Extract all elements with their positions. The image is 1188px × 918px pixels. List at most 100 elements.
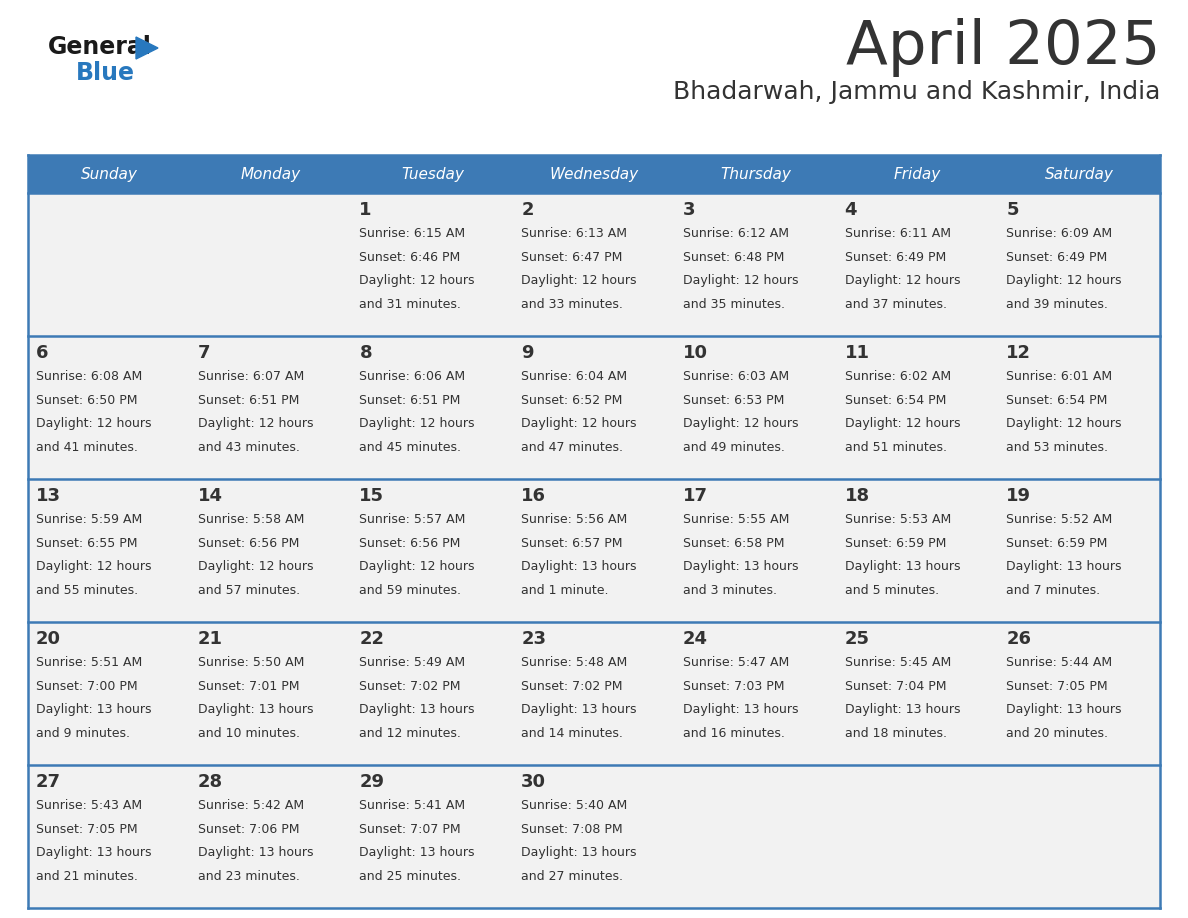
Bar — [836, 193, 998, 336]
Text: and 12 minutes.: and 12 minutes. — [360, 727, 461, 740]
Text: Sunset: 6:51 PM: Sunset: 6:51 PM — [197, 394, 299, 407]
Bar — [836, 155, 998, 193]
Text: Daylight: 13 hours: Daylight: 13 hours — [36, 846, 152, 859]
Text: Sunrise: 5:55 AM: Sunrise: 5:55 AM — [683, 513, 789, 526]
Text: Daylight: 13 hours: Daylight: 13 hours — [845, 560, 960, 573]
Text: Daylight: 12 hours: Daylight: 12 hours — [360, 560, 475, 573]
Text: 17: 17 — [683, 487, 708, 505]
Text: 25: 25 — [845, 630, 870, 648]
Text: Sunrise: 6:09 AM: Sunrise: 6:09 AM — [1006, 227, 1112, 240]
Text: Friday: Friday — [893, 166, 941, 182]
Text: 8: 8 — [360, 344, 372, 362]
Bar — [998, 622, 1159, 765]
Text: Daylight: 12 hours: Daylight: 12 hours — [36, 560, 152, 573]
Text: Daylight: 13 hours: Daylight: 13 hours — [683, 560, 798, 573]
Text: and 1 minute.: and 1 minute. — [522, 584, 608, 597]
Text: Daylight: 12 hours: Daylight: 12 hours — [197, 417, 314, 431]
Bar — [513, 336, 675, 479]
Bar — [190, 622, 352, 765]
Text: and 7 minutes.: and 7 minutes. — [1006, 584, 1100, 597]
Bar — [29, 765, 190, 908]
Text: Sunrise: 5:50 AM: Sunrise: 5:50 AM — [197, 656, 304, 669]
Text: Daylight: 12 hours: Daylight: 12 hours — [360, 274, 475, 287]
Bar — [675, 155, 836, 193]
Text: Daylight: 13 hours: Daylight: 13 hours — [845, 703, 960, 716]
Text: Daylight: 13 hours: Daylight: 13 hours — [683, 703, 798, 716]
Bar — [513, 479, 675, 622]
Text: and 31 minutes.: and 31 minutes. — [360, 297, 461, 310]
Text: Sunrise: 5:58 AM: Sunrise: 5:58 AM — [197, 513, 304, 526]
Bar — [352, 193, 513, 336]
Text: Sunrise: 5:40 AM: Sunrise: 5:40 AM — [522, 799, 627, 812]
Text: and 35 minutes.: and 35 minutes. — [683, 297, 785, 310]
Text: Daylight: 12 hours: Daylight: 12 hours — [197, 560, 314, 573]
Text: Sunset: 6:51 PM: Sunset: 6:51 PM — [360, 394, 461, 407]
Text: 5: 5 — [1006, 201, 1019, 219]
Text: and 39 minutes.: and 39 minutes. — [1006, 297, 1108, 310]
Bar — [998, 765, 1159, 908]
Text: 24: 24 — [683, 630, 708, 648]
Text: Sunset: 6:53 PM: Sunset: 6:53 PM — [683, 394, 784, 407]
Text: 6: 6 — [36, 344, 49, 362]
Text: Sunrise: 6:15 AM: Sunrise: 6:15 AM — [360, 227, 466, 240]
Text: Sunset: 6:47 PM: Sunset: 6:47 PM — [522, 251, 623, 263]
Text: Daylight: 13 hours: Daylight: 13 hours — [197, 703, 314, 716]
Text: 29: 29 — [360, 773, 385, 791]
Polygon shape — [135, 37, 158, 59]
Text: and 41 minutes.: and 41 minutes. — [36, 441, 138, 453]
Text: 16: 16 — [522, 487, 546, 505]
Text: Wednesday: Wednesday — [549, 166, 639, 182]
Text: 26: 26 — [1006, 630, 1031, 648]
Text: Sunset: 7:03 PM: Sunset: 7:03 PM — [683, 679, 784, 692]
Bar — [998, 336, 1159, 479]
Text: Sunset: 6:46 PM: Sunset: 6:46 PM — [360, 251, 461, 263]
Text: Sunset: 7:05 PM: Sunset: 7:05 PM — [36, 823, 138, 835]
Text: Sunset: 7:07 PM: Sunset: 7:07 PM — [360, 823, 461, 835]
Bar — [513, 193, 675, 336]
Text: Sunrise: 6:06 AM: Sunrise: 6:06 AM — [360, 370, 466, 383]
Text: Sunrise: 6:12 AM: Sunrise: 6:12 AM — [683, 227, 789, 240]
Bar — [190, 155, 352, 193]
Text: and 57 minutes.: and 57 minutes. — [197, 584, 299, 597]
Bar — [190, 479, 352, 622]
Text: Sunset: 7:08 PM: Sunset: 7:08 PM — [522, 823, 623, 835]
Text: Daylight: 12 hours: Daylight: 12 hours — [845, 274, 960, 287]
Bar — [675, 193, 836, 336]
Text: Sunrise: 5:59 AM: Sunrise: 5:59 AM — [36, 513, 143, 526]
Text: Sunset: 6:49 PM: Sunset: 6:49 PM — [1006, 251, 1107, 263]
Bar — [675, 765, 836, 908]
Text: Daylight: 13 hours: Daylight: 13 hours — [522, 846, 637, 859]
Text: Daylight: 13 hours: Daylight: 13 hours — [1006, 703, 1121, 716]
Text: and 23 minutes.: and 23 minutes. — [197, 869, 299, 883]
Text: and 43 minutes.: and 43 minutes. — [197, 441, 299, 453]
Text: 23: 23 — [522, 630, 546, 648]
Text: Sunrise: 5:44 AM: Sunrise: 5:44 AM — [1006, 656, 1112, 669]
Text: Sunset: 6:52 PM: Sunset: 6:52 PM — [522, 394, 623, 407]
Text: Monday: Monday — [240, 166, 301, 182]
Text: Sunrise: 5:52 AM: Sunrise: 5:52 AM — [1006, 513, 1112, 526]
Text: Sunrise: 5:41 AM: Sunrise: 5:41 AM — [360, 799, 466, 812]
Text: Sunrise: 5:49 AM: Sunrise: 5:49 AM — [360, 656, 466, 669]
Text: and 27 minutes.: and 27 minutes. — [522, 869, 624, 883]
Text: Bhadarwah, Jammu and Kashmir, India: Bhadarwah, Jammu and Kashmir, India — [672, 80, 1159, 104]
Text: Sunset: 6:56 PM: Sunset: 6:56 PM — [360, 537, 461, 550]
Text: Sunrise: 5:48 AM: Sunrise: 5:48 AM — [522, 656, 627, 669]
Text: Sunset: 7:02 PM: Sunset: 7:02 PM — [360, 679, 461, 692]
Text: Sunset: 6:50 PM: Sunset: 6:50 PM — [36, 394, 138, 407]
Text: Daylight: 12 hours: Daylight: 12 hours — [522, 274, 637, 287]
Bar — [675, 622, 836, 765]
Text: 11: 11 — [845, 344, 870, 362]
Text: Daylight: 12 hours: Daylight: 12 hours — [683, 417, 798, 431]
Text: 12: 12 — [1006, 344, 1031, 362]
Text: Daylight: 13 hours: Daylight: 13 hours — [197, 846, 314, 859]
Text: Sunset: 6:57 PM: Sunset: 6:57 PM — [522, 537, 623, 550]
Bar — [352, 765, 513, 908]
Text: Sunrise: 6:07 AM: Sunrise: 6:07 AM — [197, 370, 304, 383]
Text: 18: 18 — [845, 487, 870, 505]
Text: Sunrise: 6:11 AM: Sunrise: 6:11 AM — [845, 227, 950, 240]
Text: Sunset: 6:54 PM: Sunset: 6:54 PM — [845, 394, 946, 407]
Text: 21: 21 — [197, 630, 222, 648]
Bar — [513, 622, 675, 765]
Bar — [836, 622, 998, 765]
Text: Sunset: 7:02 PM: Sunset: 7:02 PM — [522, 679, 623, 692]
